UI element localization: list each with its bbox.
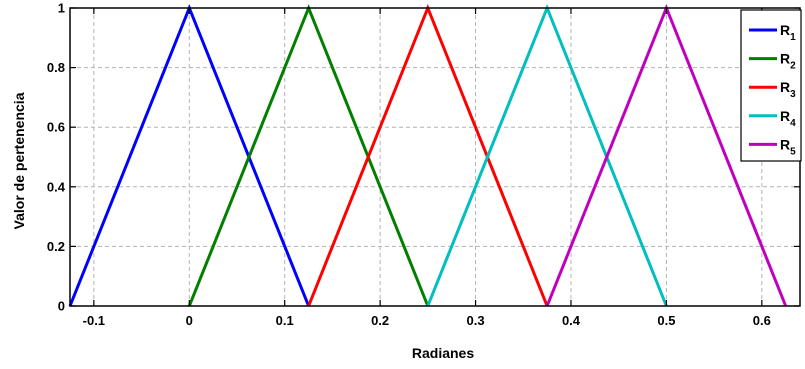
y-tick-label: 0.8 [47, 60, 65, 75]
series-line-r4 [426, 3, 668, 307]
y-tick-label: 0 [58, 299, 65, 314]
x-tick-label: 0 [186, 313, 193, 328]
x-tick-label: 0.6 [753, 313, 771, 328]
x-tick-label: -0.1 [83, 313, 105, 328]
legend-label-r3: R3 [780, 79, 796, 100]
x-tick-label: 0.2 [371, 313, 389, 328]
plot-frame [69, 7, 801, 307]
series-line-r3 [307, 3, 549, 307]
grid-layer [70, 8, 800, 306]
y-tick-label: 0.6 [47, 120, 65, 135]
y-tick-label: 1 [58, 1, 65, 16]
legend-label-r5: R5 [780, 136, 796, 157]
x-tick-label: 0.5 [657, 313, 675, 328]
legend-label-r2: R2 [780, 51, 796, 72]
x-tick-label: 0.3 [467, 313, 485, 328]
x-axis-title: Radianes [412, 345, 474, 361]
series-line-r2 [187, 3, 430, 307]
legend-box [740, 9, 802, 162]
series-layer [68, 3, 788, 307]
x-tick-label: 0.4 [562, 313, 581, 328]
legend-label-r1: R1 [780, 22, 796, 43]
tick-layer: -0.1 0 0.1 0.2 0.3 0.4 0.5 0.6 0 0.2 0.4 0.6 0.8 1 [47, 1, 800, 328]
legend-label-r4: R4 [780, 108, 796, 129]
legend: R1 R2 R3 R4 R5 [740, 9, 802, 162]
y-tick-label: 0.4 [47, 179, 66, 194]
x-tick-label: 0.1 [276, 313, 294, 328]
y-axis-title: Valor de pertenencia [11, 92, 27, 229]
y-tick-label: 0.2 [47, 239, 65, 254]
